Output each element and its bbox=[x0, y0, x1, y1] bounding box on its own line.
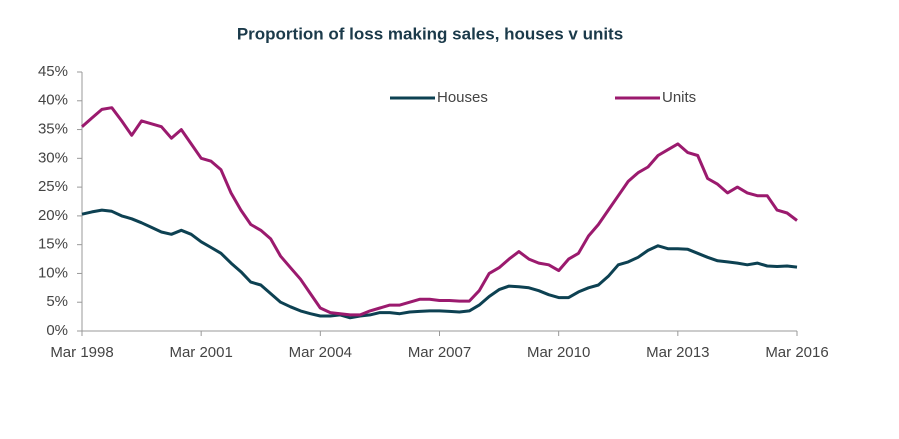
x-tick-label: Mar 2001 bbox=[169, 344, 232, 361]
y-tick-label: 25% bbox=[38, 178, 68, 195]
y-tick-label: 15% bbox=[38, 236, 68, 253]
x-tick-label: Mar 2007 bbox=[408, 344, 471, 361]
y-tick-label: 45% bbox=[38, 63, 68, 80]
y-tick-label: 20% bbox=[38, 207, 68, 224]
x-tick-label: Mar 2016 bbox=[765, 344, 828, 361]
y-tick-label: 5% bbox=[46, 293, 68, 310]
chart-title: Proportion of loss making sales, houses … bbox=[237, 24, 623, 43]
y-tick-label: 30% bbox=[38, 149, 68, 166]
y-tick-label: 0% bbox=[46, 322, 68, 339]
line-series bbox=[81, 208, 798, 320]
x-tick-label: Mar 2013 bbox=[646, 344, 709, 361]
x-tick-label: Mar 1998 bbox=[50, 344, 113, 361]
x-tick-label: Mar 2010 bbox=[527, 344, 590, 361]
legend-label: Houses bbox=[437, 89, 488, 106]
line-series bbox=[81, 106, 798, 317]
y-tick-label: 40% bbox=[38, 92, 68, 109]
y-tick-label: 10% bbox=[38, 264, 68, 281]
y-tick-label: 35% bbox=[38, 121, 68, 138]
x-tick-label: Mar 2004 bbox=[289, 344, 352, 361]
legend-label: Units bbox=[662, 89, 696, 106]
